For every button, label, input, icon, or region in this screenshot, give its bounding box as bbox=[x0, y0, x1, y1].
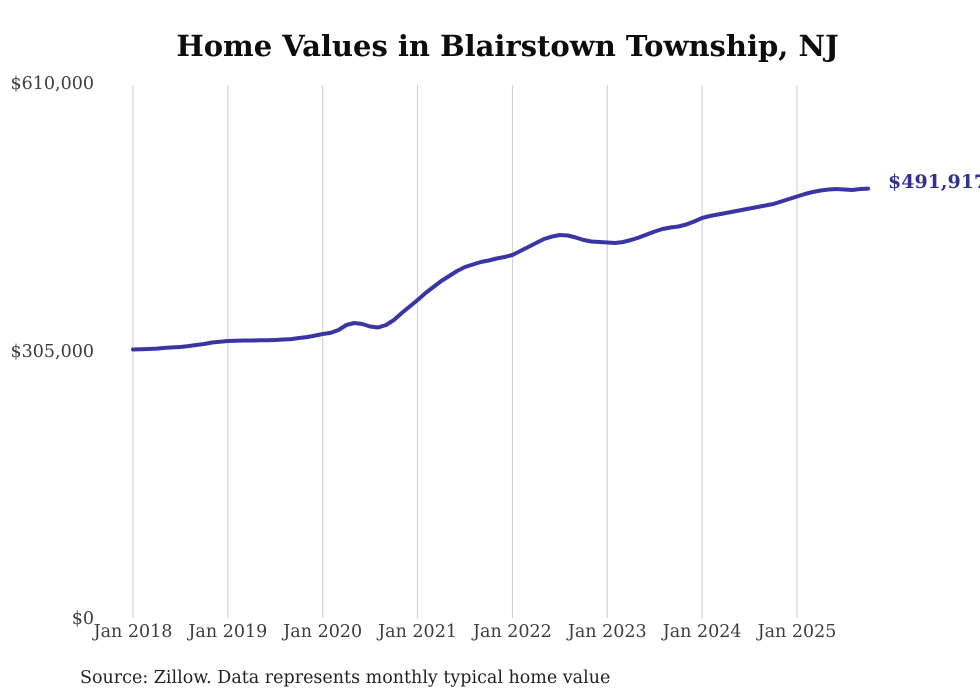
y-axis-tick-label: $305,000 bbox=[10, 341, 94, 362]
source-note: Source: Zillow. Data represents monthly … bbox=[80, 668, 611, 688]
end-value-label: $491,917 bbox=[888, 171, 980, 193]
chart-title: Home Values in Blairstown Township, NJ bbox=[176, 29, 839, 63]
x-axis-tick-label: Jan 2019 bbox=[188, 622, 268, 642]
x-axis-tick-label: Jan 2023 bbox=[567, 622, 647, 642]
y-axis-tick-label: $0 bbox=[71, 609, 94, 629]
x-axis-tick-label: Jan 2022 bbox=[473, 622, 552, 642]
x-axis-tick-label: Jan 2018 bbox=[93, 622, 173, 642]
x-axis-tick-label: Jan 2020 bbox=[283, 622, 363, 642]
home-value-line bbox=[131, 186, 871, 352]
x-axis-tick-label: Jan 2024 bbox=[662, 622, 742, 642]
x-axis-tick-label: Jan 2025 bbox=[757, 622, 837, 642]
y-axis-tick-label: $610,000 bbox=[10, 74, 94, 94]
x-axis-tick-label: Jan 2021 bbox=[378, 622, 457, 642]
